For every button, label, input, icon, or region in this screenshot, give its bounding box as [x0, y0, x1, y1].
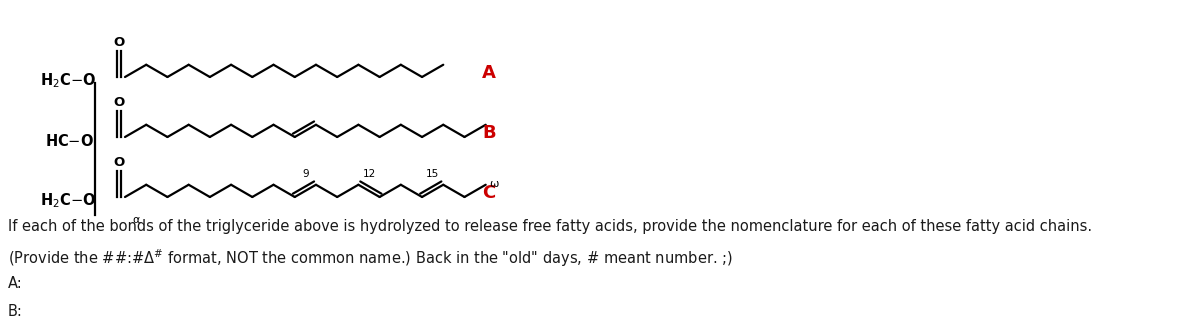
Text: 15: 15	[426, 169, 439, 179]
Text: O: O	[113, 36, 125, 49]
Text: 9: 9	[302, 169, 308, 179]
Text: 12: 12	[362, 169, 376, 179]
Text: If each of the bonds of the triglyceride above is hydrolyzed to release free fat: If each of the bonds of the triglyceride…	[8, 219, 1092, 234]
Text: O: O	[113, 156, 125, 169]
Text: C: C	[482, 184, 496, 202]
Text: HC$-$O: HC$-$O	[46, 133, 94, 149]
Text: B: B	[482, 124, 496, 142]
Text: α: α	[132, 215, 139, 225]
Text: A: A	[482, 64, 496, 82]
Text: B:: B:	[8, 304, 23, 319]
Text: ω: ω	[490, 179, 499, 189]
Text: H$_2$C$-$O: H$_2$C$-$O	[40, 192, 96, 210]
Text: A:: A:	[8, 276, 23, 290]
Text: O: O	[113, 96, 125, 109]
Text: H$_2$C$-$O: H$_2$C$-$O	[40, 72, 96, 90]
Text: (Provide the ##:#$\Delta^{\#}$ format, NOT the common name.) Back in the "old" d: (Provide the ##:#$\Delta^{\#}$ format, N…	[8, 247, 733, 269]
